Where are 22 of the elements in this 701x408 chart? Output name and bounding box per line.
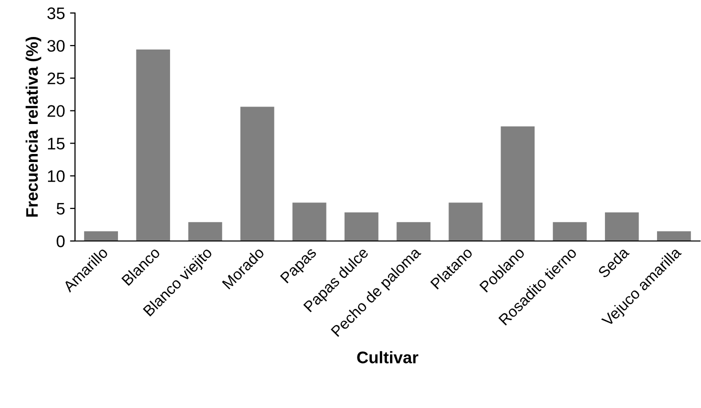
- bar: [552, 222, 587, 241]
- bar: [84, 231, 118, 241]
- y-tick-label: 35: [47, 7, 65, 20]
- bar: [657, 231, 691, 241]
- bar: [136, 49, 170, 241]
- bar: [344, 212, 378, 241]
- bar: [448, 202, 483, 241]
- bar: [604, 212, 639, 241]
- y-tick-label: 30: [47, 40, 65, 52]
- y-tick-label: 0: [56, 235, 65, 248]
- bar: [500, 126, 535, 241]
- y-tick-label: 10: [48, 170, 65, 182]
- y-axis-title: Frecuencia relativa (%): [26, 37, 42, 217]
- bar: [292, 202, 326, 241]
- x-axis-title: Cultivar: [357, 351, 418, 364]
- bar: [188, 222, 222, 241]
- y-tick-label: 25: [48, 72, 65, 84]
- y-tick-label: 15: [48, 138, 65, 150]
- y-tick-label: 20: [48, 105, 65, 117]
- y-tick-label: 5: [56, 203, 65, 215]
- bar: [240, 106, 274, 241]
- bar: [396, 222, 430, 241]
